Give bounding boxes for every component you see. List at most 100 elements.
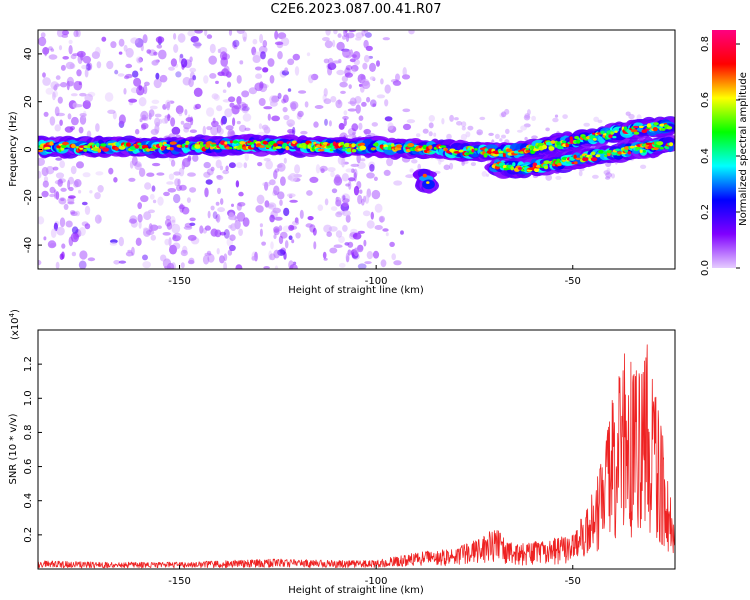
noise-blob: [164, 238, 170, 246]
noise-blob: [366, 220, 375, 229]
noise-blob: [60, 82, 68, 88]
noise-blob: [337, 99, 341, 105]
noise-blob: [393, 260, 402, 266]
spectrogram-ridges-layer: [38, 116, 675, 194]
noise-blob: [216, 248, 220, 255]
noise-blob: [38, 157, 45, 166]
noise-blob: [504, 108, 510, 115]
noise-blob: [324, 198, 329, 206]
ridge-main-blob: [100, 143, 107, 147]
noise-blob: [366, 172, 375, 179]
noise-blob: [193, 87, 203, 98]
noise-blob: [151, 185, 156, 192]
noise-blob: [61, 243, 66, 249]
ridge-main-blob: [49, 141, 54, 146]
x-tick-label: -100: [365, 576, 388, 587]
noise-blob: [263, 158, 271, 162]
noise-blob: [271, 115, 280, 122]
ridge-main-blob: [600, 130, 605, 135]
noise-blob: [72, 102, 79, 109]
ridge-main-blob: [232, 140, 239, 144]
noise-blob: [127, 249, 132, 253]
ridge-main-blob: [60, 144, 68, 149]
noise-blob: [228, 212, 235, 219]
noise-blob: [140, 110, 149, 121]
noise-blob: [233, 45, 238, 50]
noise-blob: [153, 51, 158, 56]
noise-blob: [244, 127, 251, 131]
noise-blob: [52, 90, 58, 98]
noise-blob: [216, 175, 224, 181]
noise-blob: [216, 213, 221, 223]
noise-blob: [355, 32, 364, 39]
noise-blob: [190, 36, 199, 43]
noise-blob: [174, 178, 180, 187]
noise-blob: [59, 253, 64, 260]
noise-blob: [342, 210, 351, 217]
noise-blob: [130, 37, 139, 44]
noise-blob: [203, 75, 209, 84]
ridge-lower-blob: [590, 157, 598, 162]
noise-blob: [134, 38, 144, 48]
noise-blob: [341, 157, 345, 168]
noise-blob: [189, 217, 196, 222]
ridge-main-blob: [638, 125, 644, 128]
noise-blob: [179, 203, 184, 213]
colorbar-tick-label: 0.6: [700, 92, 711, 108]
noise-blob: [219, 51, 228, 61]
noise-blob: [211, 93, 219, 100]
ridge-main-blob: [614, 130, 618, 133]
noise-blob: [357, 244, 364, 251]
noise-blob: [94, 192, 101, 200]
noise-blob: [253, 51, 262, 60]
noise-blob: [292, 126, 296, 136]
noise-blob: [162, 232, 171, 236]
noise-blob: [171, 219, 176, 223]
ridge-lower-blob: [591, 151, 596, 156]
ridge-main-blob: [259, 145, 265, 148]
noise-blob: [395, 73, 400, 82]
noise-blob: [338, 235, 345, 244]
noise-blob: [470, 162, 476, 167]
noise-blob: [202, 125, 206, 136]
noise-blob: [323, 224, 332, 233]
noise-blob: [40, 32, 46, 38]
noise-blob: [223, 65, 230, 75]
noise-blob: [47, 240, 57, 249]
noise-blob: [383, 169, 391, 176]
noise-blob: [259, 228, 263, 237]
ridge-lower-blob: [642, 149, 646, 153]
noise-blob: [58, 197, 67, 205]
noise-blob: [73, 30, 79, 38]
noise-blob: [349, 97, 357, 107]
noise-blob: [273, 170, 278, 180]
noise-blob: [254, 66, 262, 71]
noise-blob: [192, 42, 202, 47]
ridge-lower-blob: [630, 145, 635, 149]
noise-blob: [101, 36, 107, 42]
noise-blob: [628, 113, 635, 120]
noise-blob: [405, 174, 415, 179]
noise-blob: [38, 216, 45, 225]
noise-blob: [384, 116, 393, 122]
noise-blob: [71, 251, 77, 257]
noise-blob: [219, 255, 225, 264]
noise-blob: [330, 206, 338, 212]
noise-blob: [304, 101, 309, 108]
noise-blob: [48, 54, 58, 60]
noise-blob: [123, 44, 128, 52]
noise-blob: [170, 117, 176, 127]
ridge-lower-blob: [595, 154, 601, 158]
noise-blob: [68, 39, 73, 45]
noise-blob: [68, 236, 74, 247]
noise-blob: [135, 163, 142, 168]
noise-blob: [330, 96, 337, 103]
noise-blob: [348, 177, 356, 182]
ridge-main-blob: [444, 148, 448, 152]
noise-blob: [517, 129, 523, 133]
noise-blob: [171, 223, 181, 234]
x-tick-label: -150: [168, 576, 191, 587]
noise-blob: [299, 209, 304, 219]
noise-blob: [524, 113, 530, 119]
